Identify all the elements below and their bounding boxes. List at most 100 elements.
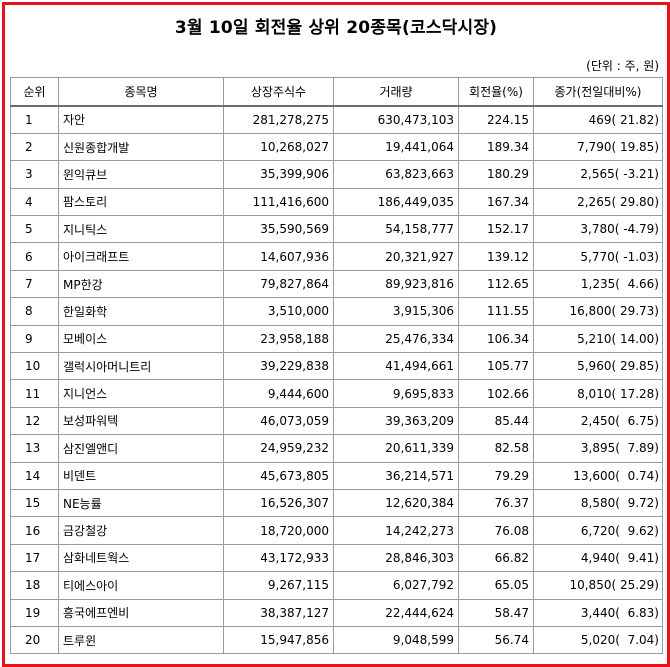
cell-close-price: 8,010( 17.28) — [533, 379, 663, 408]
table-row: 6 아이크래프트 14,607,936 20,321,927 139.12 5,770( … — [10, 242, 663, 271]
cell-rank: 17 — [10, 543, 59, 573]
cell-close-price: 5,210( 14.00) — [533, 324, 663, 354]
cell-volume: 6,027,792 — [333, 571, 459, 600]
table-row: 7 MP한강 79,827,864 89,923,816 112.65 1,235( 4.… — [10, 269, 663, 299]
cell-listed-shares: 46,073,059 — [223, 406, 334, 436]
cell-listed-shares: 16,526,307 — [223, 488, 334, 518]
cell-turnover: 76.37 — [458, 488, 534, 518]
cell-listed-shares: 9,444,600 — [223, 379, 334, 408]
table-row: 16 금강철강 18,720,000 14,242,273 76.08 6,720( 9.… — [10, 516, 663, 545]
cell-turnover: 224.15 — [458, 105, 534, 134]
cell-close-price: 5,020( 7.04) — [533, 625, 663, 655]
cell-stock-name: NE능률 — [58, 488, 224, 518]
cell-close-price: 2,565( -3.21) — [533, 160, 663, 189]
cell-listed-shares: 39,229,838 — [223, 352, 334, 381]
cell-close-price: 3,780( -4.79) — [533, 215, 663, 244]
cell-volume: 9,695,833 — [333, 379, 459, 408]
cell-volume: 54,158,777 — [333, 215, 459, 244]
column-header-rank: 순위 — [10, 77, 59, 107]
cell-listed-shares: 43,172,933 — [223, 543, 334, 573]
cell-close-price: 6,720( 9.62) — [533, 516, 663, 545]
cell-turnover: 112.65 — [458, 269, 534, 299]
cell-turnover: 189.34 — [458, 132, 534, 162]
cell-turnover: 111.55 — [458, 297, 534, 326]
cell-stock-name: 지니언스 — [58, 379, 224, 408]
table-row: 17 삼화네트웍스 43,172,933 28,846,303 66.82 4,940( … — [10, 543, 663, 573]
table-row: 9 모베이스 23,958,188 25,476,334 106.34 5,210( 14… — [10, 324, 663, 354]
cell-listed-shares: 10,268,027 — [223, 132, 334, 162]
cell-rank: 10 — [10, 352, 59, 381]
cell-volume: 20,611,339 — [333, 434, 459, 463]
cell-volume: 28,846,303 — [333, 543, 459, 573]
cell-rank: 19 — [10, 598, 59, 627]
cell-rank: 9 — [10, 324, 59, 354]
table-row: 4 팜스토리 111,416,600 186,449,035 167.34 2,265( … — [10, 187, 663, 217]
cell-stock-name: 보성파워텍 — [58, 406, 224, 436]
cell-close-price: 16,800( 29.73) — [533, 297, 663, 326]
cell-listed-shares: 79,827,864 — [223, 269, 334, 299]
table-row: 20 트루윈 15,947,856 9,048,599 56.74 5,020( 7.04… — [10, 625, 663, 655]
cell-stock-name: 윈익큐브 — [58, 160, 224, 189]
column-header-turnover: 회전율(%) — [458, 77, 534, 107]
cell-turnover: 58.47 — [458, 598, 534, 627]
cell-close-price: 8,580( 9.72) — [533, 488, 663, 518]
cell-volume: 25,476,334 — [333, 324, 459, 354]
cell-turnover: 76.08 — [458, 516, 534, 545]
cell-stock-name: 자안 — [58, 105, 224, 134]
table-row: 19 흥국에프엔비 38,387,127 22,444,624 58.47 3,440( … — [10, 598, 663, 627]
cell-rank: 7 — [10, 269, 59, 299]
cell-stock-name: MP한강 — [58, 269, 224, 299]
cell-turnover: 66.82 — [458, 543, 534, 573]
cell-listed-shares: 35,590,569 — [223, 215, 334, 244]
cell-volume: 186,449,035 — [333, 187, 459, 217]
cell-listed-shares: 18,720,000 — [223, 516, 334, 545]
table-header-row: 순위 종목명 상장주식수 거래량 회전율(%) 종가(전일대비%) — [10, 77, 663, 107]
cell-stock-name: 갤럭시아머니트리 — [58, 352, 224, 381]
cell-rank: 8 — [10, 297, 59, 326]
cell-stock-name: 금강철강 — [58, 516, 224, 545]
turnover-ranking-table: 순위 종목명 상장주식수 거래량 회전율(%) 종가(전일대비%) 1 자안 281… — [10, 77, 663, 655]
cell-listed-shares: 9,267,115 — [223, 571, 334, 600]
cell-rank: 4 — [10, 187, 59, 217]
table-row: 2 신원종합개발 10,268,027 19,441,064 189.34 7,790( … — [10, 132, 663, 162]
cell-stock-name: 흥국에프엔비 — [58, 598, 224, 627]
column-header-volume: 거래량 — [333, 77, 459, 107]
cell-listed-shares: 3,510,000 — [223, 297, 334, 326]
table-row: 12 보성파워텍 46,073,059 39,363,209 85.44 2,450( 6… — [10, 406, 663, 436]
cell-stock-name: 삼화네트웍스 — [58, 543, 224, 573]
cell-close-price: 3,895( 7.89) — [533, 434, 663, 463]
cell-rank: 12 — [10, 406, 59, 436]
cell-listed-shares: 23,958,188 — [223, 324, 334, 354]
cell-rank: 20 — [10, 625, 59, 655]
cell-close-price: 10,850( 25.29) — [533, 571, 663, 600]
cell-turnover: 139.12 — [458, 242, 534, 271]
cell-close-price: 2,450( 6.75) — [533, 406, 663, 436]
table-row: 10 갤럭시아머니트리 39,229,838 41,494,661 105.77 5,96… — [10, 352, 663, 381]
cell-turnover: 180.29 — [458, 160, 534, 189]
cell-listed-shares: 35,399,906 — [223, 160, 334, 189]
cell-rank: 5 — [10, 215, 59, 244]
cell-volume: 41,494,661 — [333, 352, 459, 381]
cell-volume: 19,441,064 — [333, 132, 459, 162]
cell-close-price: 2,265( 29.80) — [533, 187, 663, 217]
cell-listed-shares: 14,607,936 — [223, 242, 334, 271]
cell-stock-name: 트루윈 — [58, 625, 224, 655]
cell-rank: 2 — [10, 132, 59, 162]
cell-volume: 36,214,571 — [333, 461, 459, 490]
cell-volume: 20,321,927 — [333, 242, 459, 271]
table-row: 5 지니틱스 35,590,569 54,158,777 152.17 3,780( -4… — [10, 215, 663, 244]
cell-turnover: 85.44 — [458, 406, 534, 436]
cell-close-price: 469( 21.82) — [533, 105, 663, 134]
cell-close-price: 13,600( 0.74) — [533, 461, 663, 490]
cell-turnover: 106.34 — [458, 324, 534, 354]
column-header-listed-shares: 상장주식수 — [223, 77, 334, 107]
cell-volume: 63,823,663 — [333, 160, 459, 189]
table-row: 14 비덴트 45,673,805 36,214,571 79.29 13,600( 0.… — [10, 461, 663, 490]
cell-listed-shares: 45,673,805 — [223, 461, 334, 490]
cell-rank: 11 — [10, 379, 59, 408]
table-row: 13 삼진엘앤디 24,959,232 20,611,339 82.58 3,895( 7… — [10, 434, 663, 463]
cell-volume: 89,923,816 — [333, 269, 459, 299]
cell-close-price: 5,960( 29.85) — [533, 352, 663, 381]
page-title: 3월 10일 회전율 상위 20종목(코스닥시장) — [174, 18, 498, 38]
